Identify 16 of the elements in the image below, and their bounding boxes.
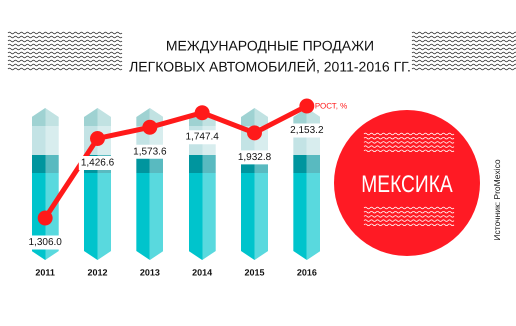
annotation: 1,932.8 bbox=[238, 152, 272, 163]
x-tick-label: 2014 bbox=[192, 268, 212, 278]
annotation: 1,573.6 bbox=[133, 146, 167, 158]
text: 1,306.0 bbox=[28, 237, 62, 248]
x-tick-label: 2015 bbox=[244, 268, 265, 278]
annotation: 1,426.6 bbox=[80, 157, 115, 168]
x-tick-label: 2011 bbox=[35, 268, 55, 278]
x-tick-label: 2016 bbox=[296, 268, 317, 278]
series-label: РОСТ, % bbox=[314, 102, 348, 110]
text: Источник: ProMexico bbox=[492, 159, 502, 241]
annotation: 1,747.4 bbox=[185, 132, 220, 143]
annotation: 2,153.2 bbox=[290, 125, 324, 136]
chart-title: МЕЖДУНАРОДНЫЕ ПРОДАЖИ ЛЕГКОВЫХ АВТОМОБИЛЕЙ, 2011-2016 ГГ. bbox=[129, 38, 411, 74]
x-tick-label: 2013 bbox=[140, 268, 160, 278]
x-tick-label: 2012 bbox=[87, 268, 108, 278]
text: МЕКСИКА bbox=[361, 170, 454, 198]
